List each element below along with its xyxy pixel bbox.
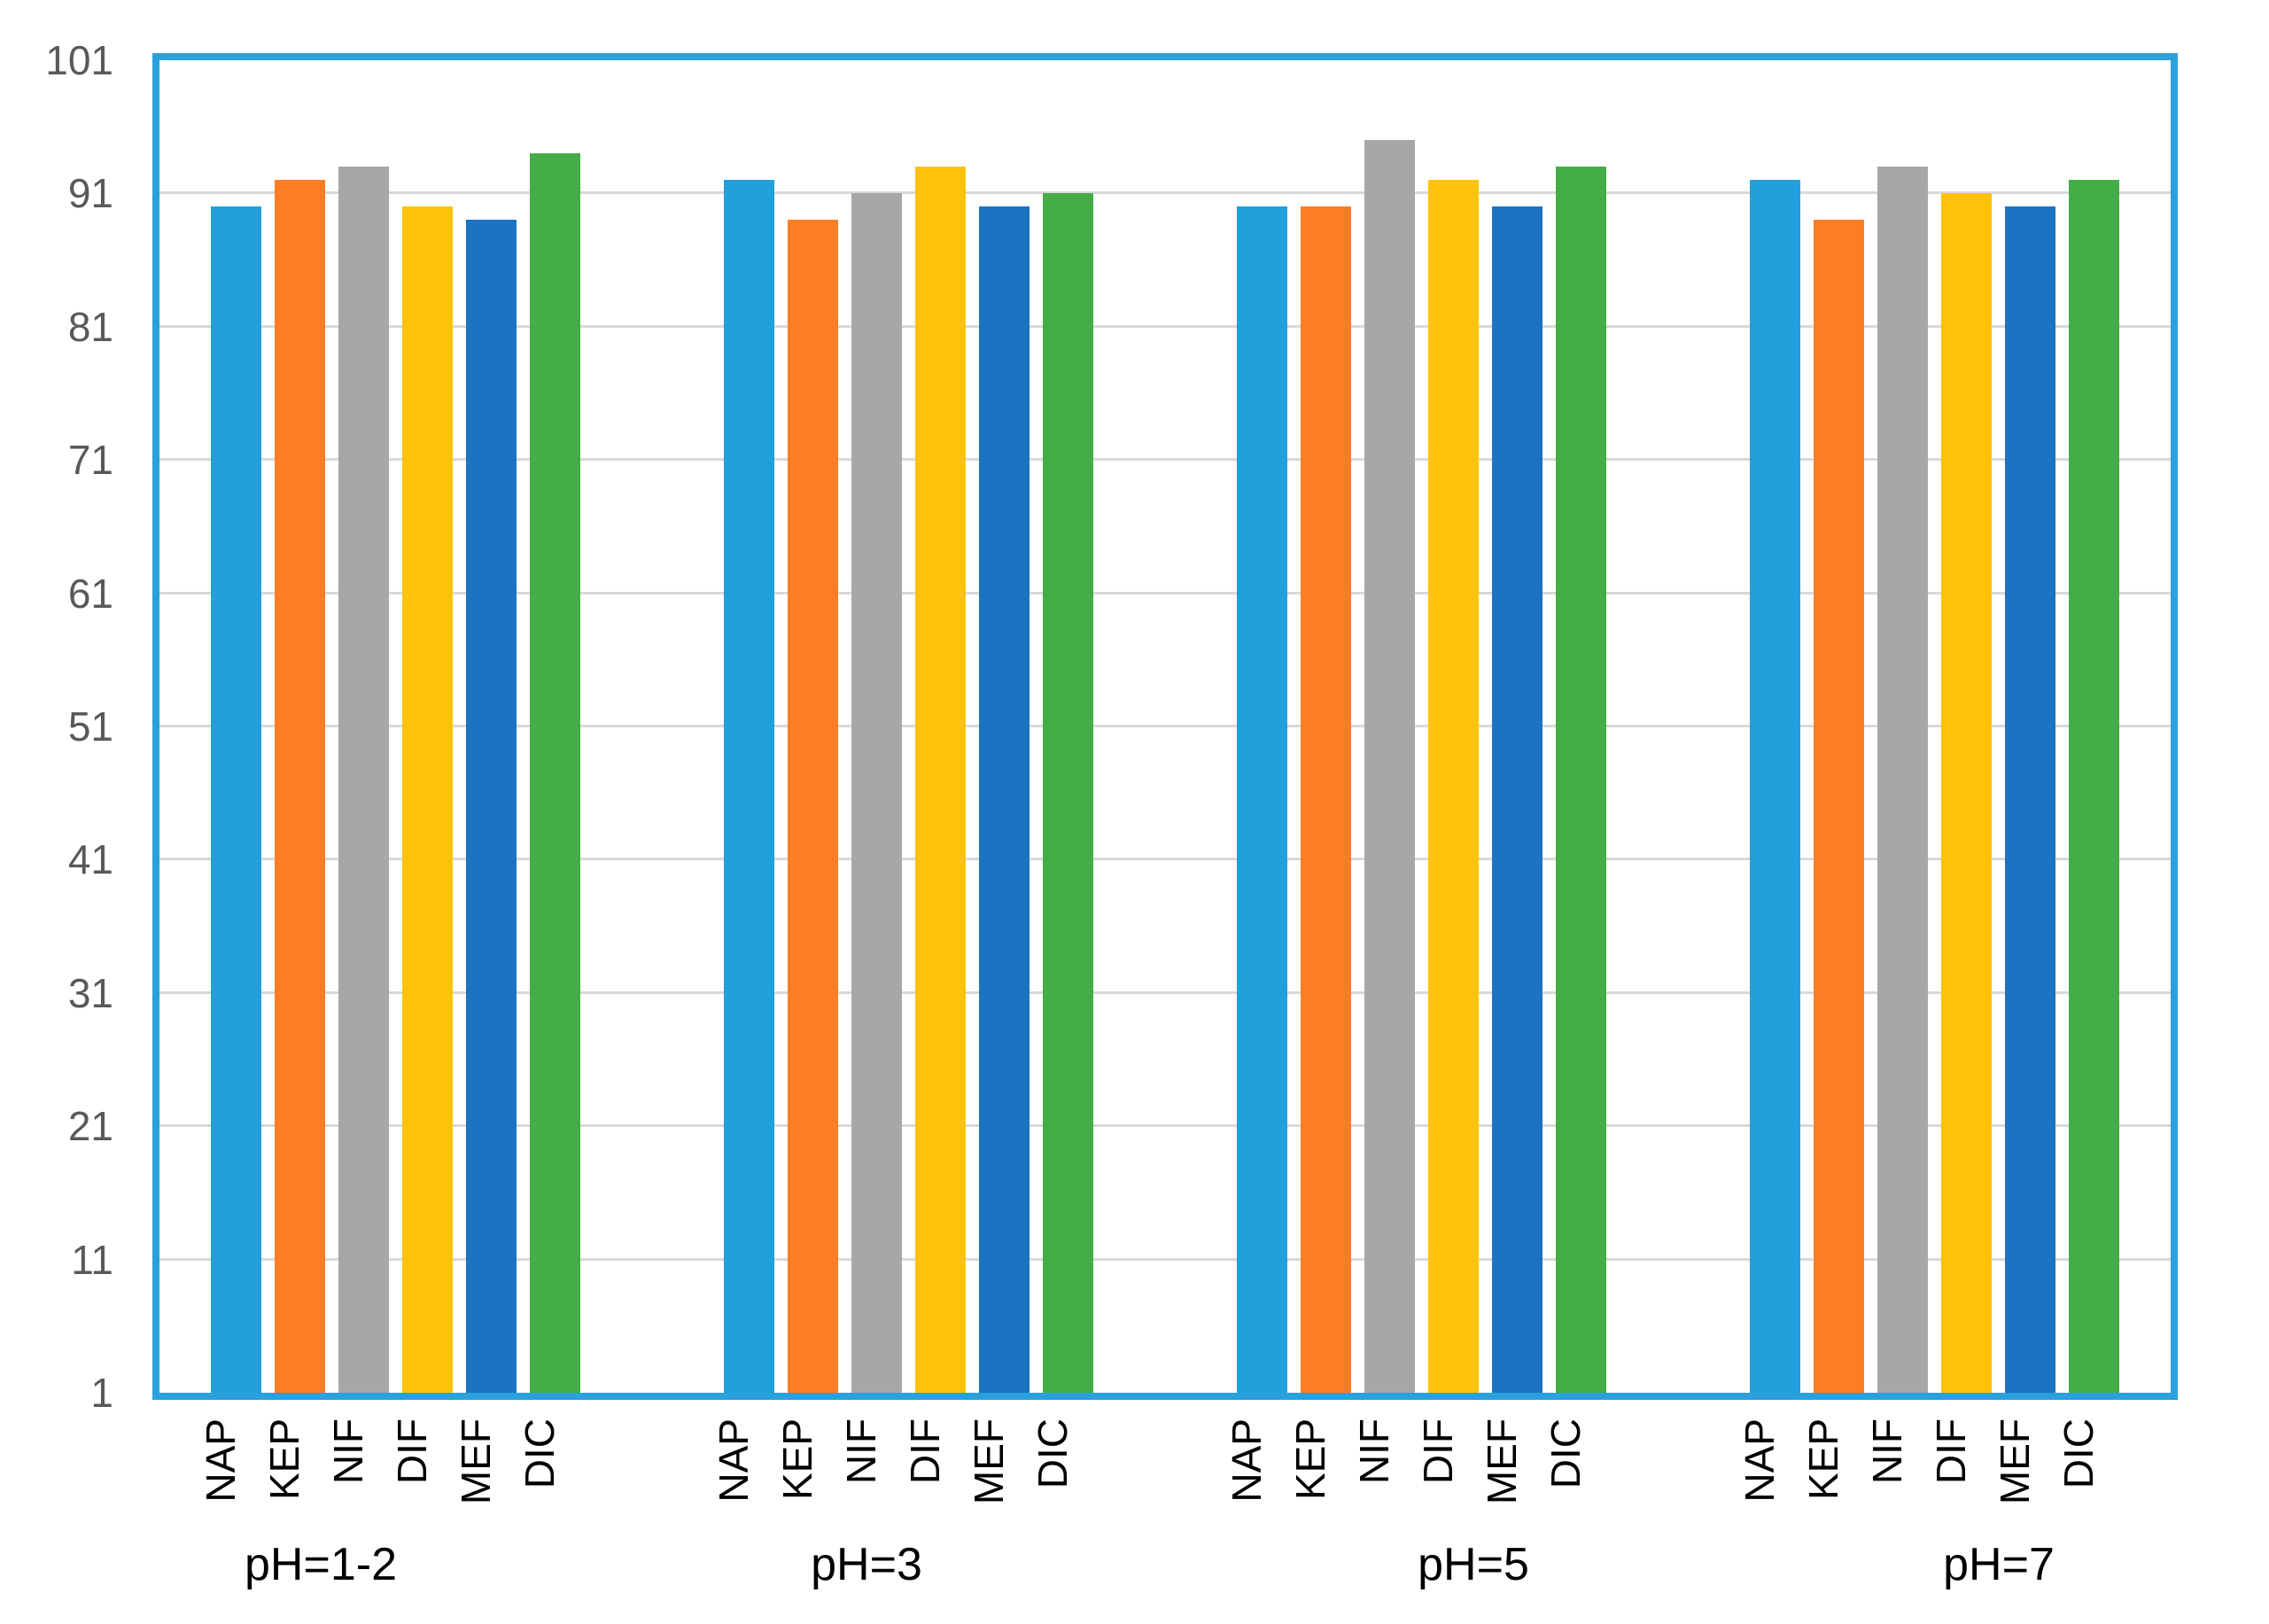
category-label-kep-pH=5: KEP bbox=[1286, 1418, 1333, 1501]
gridline-31 bbox=[159, 991, 2171, 994]
bar-dif-pH=5[interactable] bbox=[1428, 180, 1479, 1393]
category-label-dic-pH=7: DIC bbox=[2055, 1418, 2102, 1489]
bar-dic-pH=3[interactable] bbox=[1043, 193, 1093, 1393]
bar-nif-pH=5[interactable] bbox=[1364, 140, 1415, 1393]
bar-nap-pH=5[interactable] bbox=[1237, 206, 1287, 1393]
gridline-81 bbox=[159, 324, 2171, 328]
gridline-91 bbox=[159, 191, 2171, 195]
category-label-dif-pH=1-2: DIF bbox=[388, 1418, 435, 1485]
y-tick-label-71: 71 bbox=[67, 437, 113, 484]
bar-mef-pH=5[interactable] bbox=[1492, 206, 1542, 1393]
bar-nif-pH=3[interactable] bbox=[851, 193, 902, 1393]
group-label-pH=5: pH=5 bbox=[1418, 1539, 1529, 1590]
y-tick-label-31: 31 bbox=[67, 969, 113, 1016]
y-tick-label-1: 1 bbox=[90, 1370, 113, 1416]
bar-nif-pH=1-2[interactable] bbox=[338, 167, 389, 1393]
bar-kep-pH=7[interactable] bbox=[1814, 220, 1864, 1393]
bar-kep-pH=1-2[interactable] bbox=[275, 180, 325, 1393]
bar-dif-pH=1-2[interactable] bbox=[402, 206, 453, 1393]
category-label-mef-pH=3: MEF bbox=[965, 1418, 1012, 1505]
y-tick-label-21: 21 bbox=[67, 1103, 113, 1150]
bar-nap-pH=7[interactable] bbox=[1750, 180, 1800, 1393]
bar-kep-pH=5[interactable] bbox=[1301, 206, 1351, 1393]
bar-dic-pH=7[interactable] bbox=[2069, 180, 2119, 1393]
bar-mef-pH=1-2[interactable] bbox=[466, 220, 517, 1393]
category-label-dif-pH=7: DIF bbox=[1927, 1418, 1974, 1485]
group-label-pH=7: pH=7 bbox=[1943, 1539, 2055, 1590]
category-label-mef-pH=5: MEF bbox=[1478, 1418, 1525, 1505]
gridline-61 bbox=[159, 591, 2171, 594]
bar-dic-pH=5[interactable] bbox=[1556, 167, 1606, 1393]
gridline-51 bbox=[159, 725, 2171, 727]
bar-dif-pH=7[interactable] bbox=[1941, 193, 1992, 1393]
category-label-nap-pH=3: NAP bbox=[710, 1418, 757, 1503]
category-label-nif-pH=1-2: NIF bbox=[324, 1418, 371, 1485]
category-label-nap-pH=1-2: NAP bbox=[197, 1418, 244, 1503]
y-tick-label-41: 41 bbox=[67, 836, 113, 883]
y-tick-label-11: 11 bbox=[71, 1236, 113, 1283]
category-label-dic-pH=1-2: DIC bbox=[516, 1418, 563, 1489]
category-label-nap-pH=7: NAP bbox=[1736, 1418, 1783, 1503]
bar-nif-pH=7[interactable] bbox=[1877, 167, 1928, 1393]
category-label-nif-pH=5: NIF bbox=[1350, 1418, 1397, 1485]
bar-dif-pH=3[interactable] bbox=[915, 167, 966, 1393]
y-tick-label-51: 51 bbox=[67, 703, 113, 750]
gridline-71 bbox=[159, 458, 2171, 462]
category-label-mef-pH=7: MEF bbox=[1991, 1418, 2038, 1505]
y-tick-label-81: 81 bbox=[67, 303, 113, 350]
gridline-41 bbox=[159, 858, 2171, 861]
bar-mef-pH=7[interactable] bbox=[2005, 206, 2055, 1393]
category-label-nap-pH=5: NAP bbox=[1223, 1418, 1270, 1503]
y-tick-label-91: 91 bbox=[67, 170, 113, 217]
bar-kep-pH=3[interactable] bbox=[788, 220, 838, 1393]
bar-nap-pH=3[interactable] bbox=[724, 180, 774, 1393]
group-label-pH=3: pH=3 bbox=[811, 1539, 922, 1590]
group-label-pH=1-2: pH=1-2 bbox=[245, 1539, 397, 1590]
bar-mef-pH=3[interactable] bbox=[979, 206, 1030, 1393]
category-label-nif-pH=3: NIF bbox=[837, 1418, 884, 1485]
category-label-dif-pH=3: DIF bbox=[901, 1418, 948, 1485]
category-label-mef-pH=1-2: MEF bbox=[452, 1418, 499, 1505]
bar-dic-pH=1-2[interactable] bbox=[530, 153, 580, 1393]
plot-area bbox=[152, 53, 2178, 1400]
category-label-kep-pH=1-2: KEP bbox=[260, 1418, 307, 1501]
category-label-dic-pH=5: DIC bbox=[1542, 1418, 1589, 1489]
category-label-dic-pH=3: DIC bbox=[1029, 1418, 1076, 1489]
gridline-21 bbox=[159, 1124, 2171, 1128]
gridline-11 bbox=[159, 1257, 2171, 1261]
category-label-kep-pH=3: KEP bbox=[773, 1418, 820, 1501]
category-label-dif-pH=5: DIF bbox=[1414, 1418, 1461, 1485]
category-label-kep-pH=7: KEP bbox=[1799, 1418, 1846, 1501]
bar-nap-pH=1-2[interactable] bbox=[211, 206, 261, 1393]
y-tick-label-61: 61 bbox=[67, 570, 113, 617]
y-tick-label-101: 101 bbox=[45, 37, 113, 83]
plot-inner bbox=[159, 60, 2171, 1393]
category-label-nif-pH=7: NIF bbox=[1863, 1418, 1910, 1485]
